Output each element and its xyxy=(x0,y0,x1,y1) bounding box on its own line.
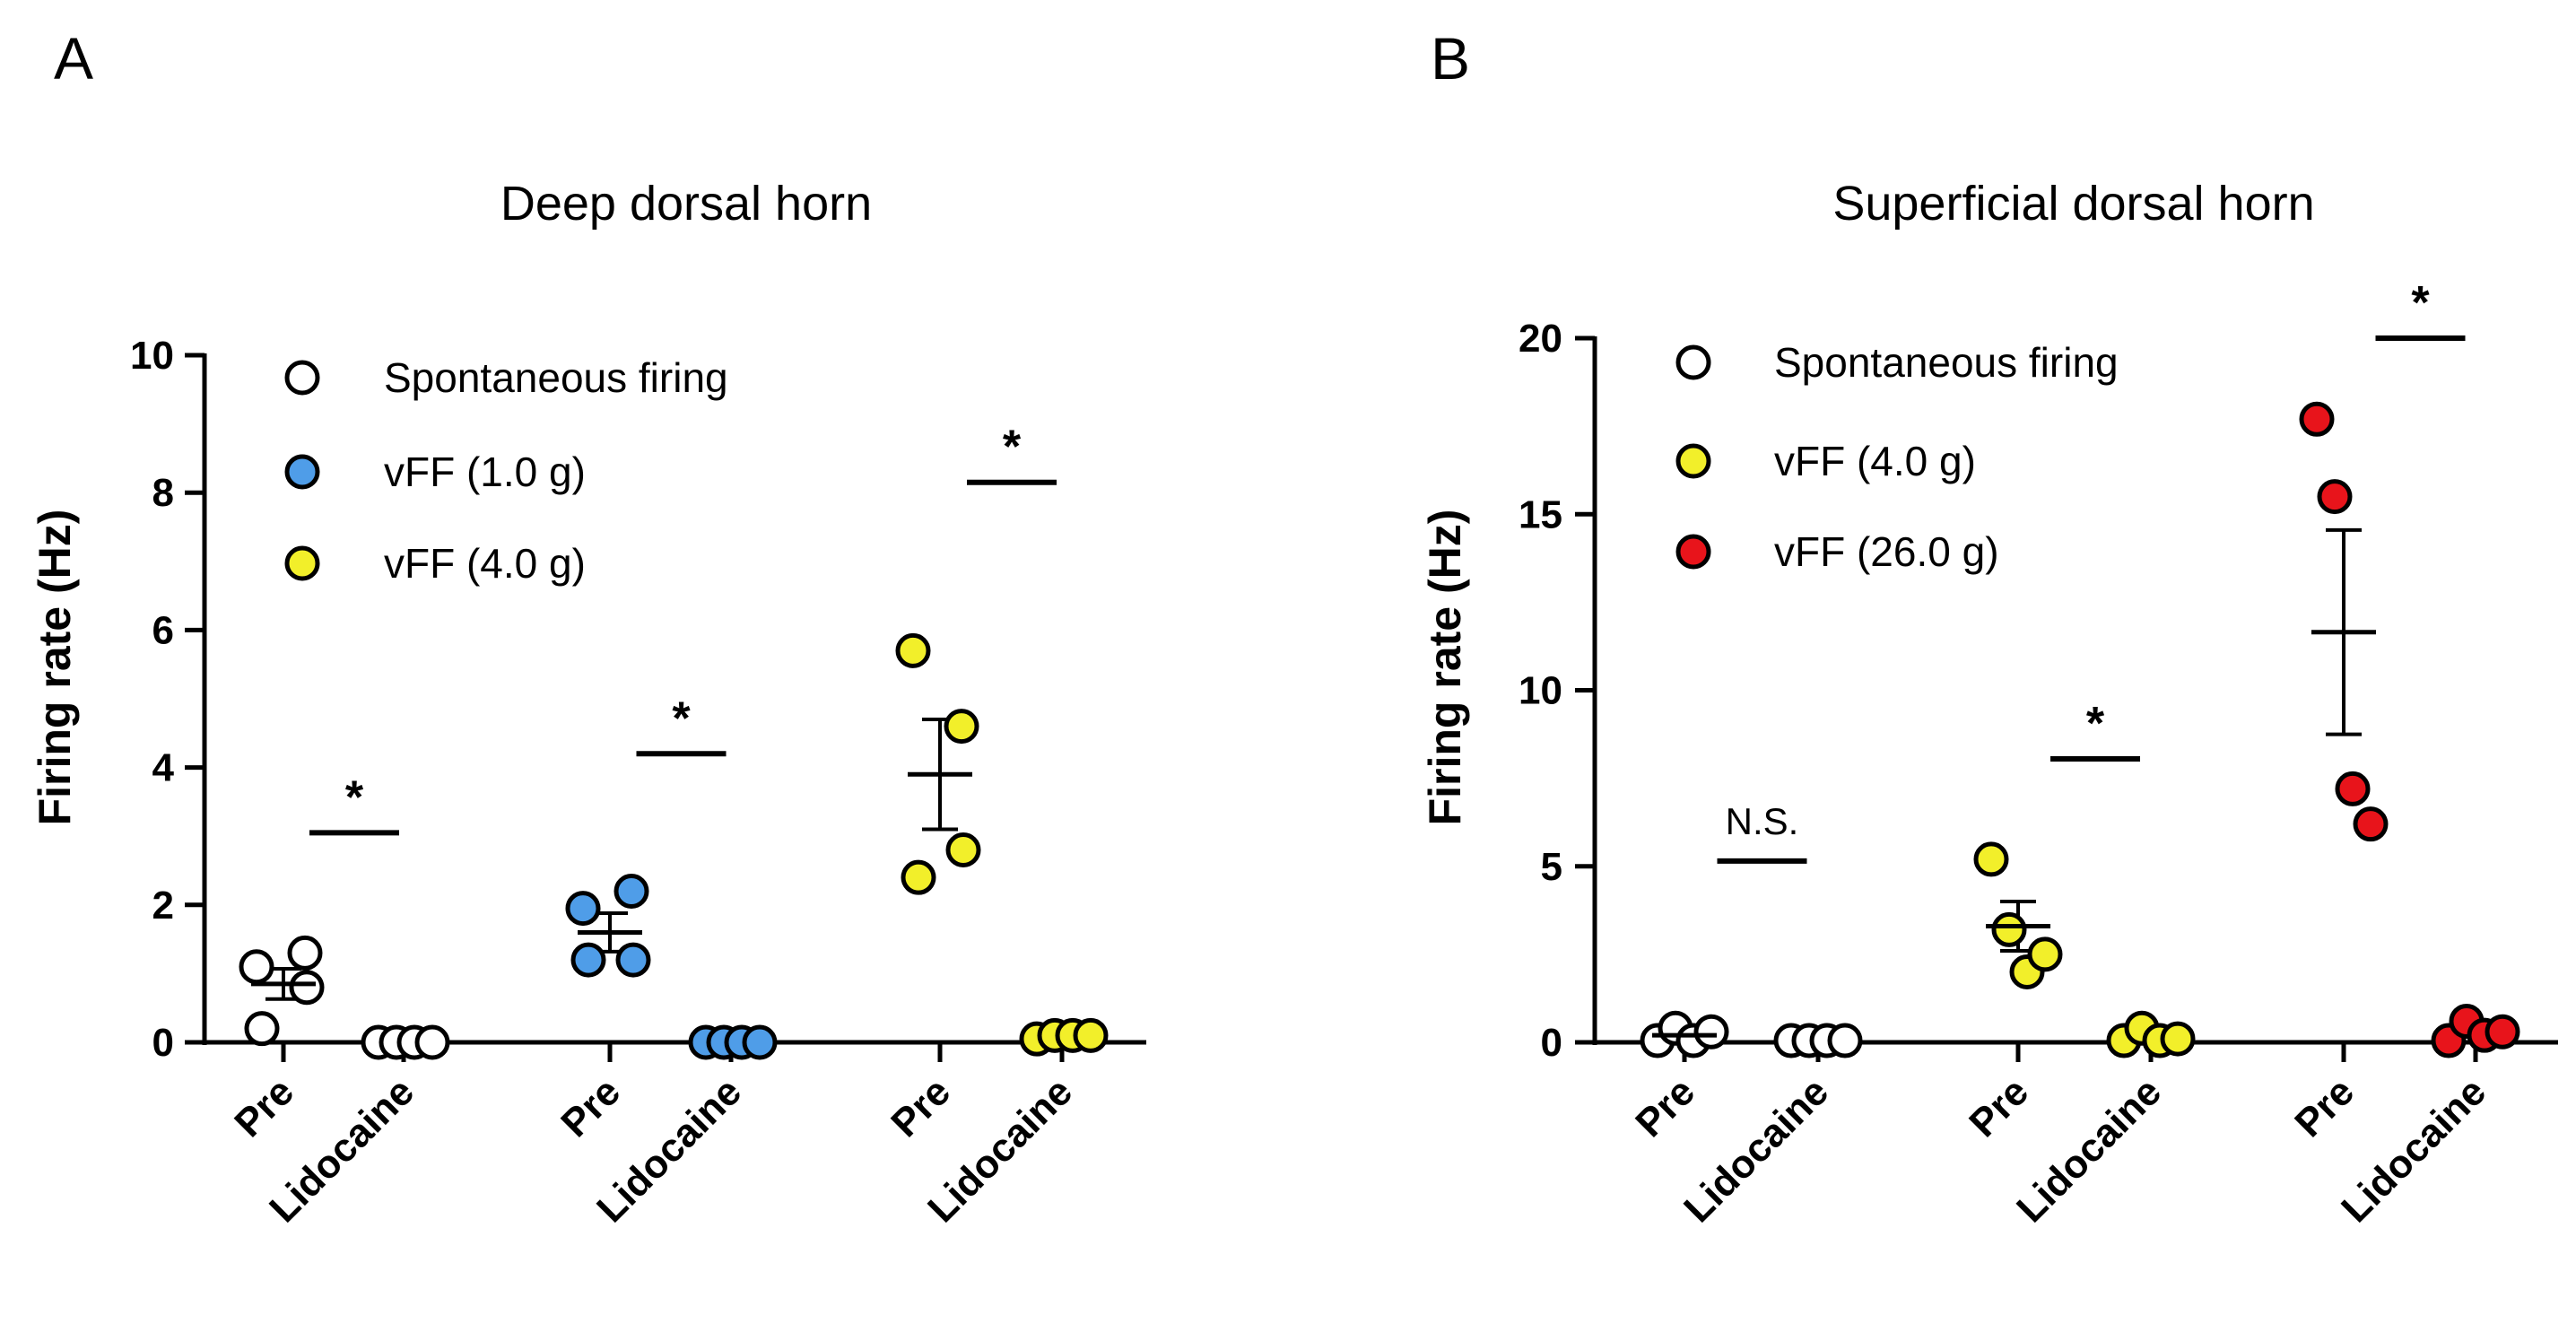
data-point-pre xyxy=(614,873,649,909)
x-tick-label-pre: Pre xyxy=(1627,1069,1703,1145)
panel-b-marks: PreLidocaineN.S.PreLidocaine*PreLidocain… xyxy=(1627,277,2520,1231)
data-point-pre xyxy=(2335,771,2371,806)
data-point-lidocaine xyxy=(742,1024,778,1060)
x-tick-label-pre: Pre xyxy=(226,1069,302,1145)
y-tick-label: 0 xyxy=(1541,1021,1562,1065)
panel-a-axes: 0 2 4 6 8 10 xyxy=(130,334,1146,1065)
legend-marker xyxy=(1675,534,1711,570)
data-point-pre xyxy=(945,832,981,868)
x-tick-label-pre: Pre xyxy=(2286,1069,2363,1145)
y-tick-label: 6 xyxy=(152,608,174,652)
data-point-lidocaine xyxy=(1827,1023,1863,1058)
panel-b-axes: 0 5 10 15 20 xyxy=(1519,317,2558,1065)
data-point-pre xyxy=(901,859,936,895)
y-tick-label: 4 xyxy=(152,746,175,790)
data-point-lidocaine xyxy=(2485,1014,2520,1050)
y-tick-label: 10 xyxy=(130,334,174,378)
panel-a-y-axis-label: Firing rate (Hz) xyxy=(30,510,80,826)
x-tick-label-pre: Pre xyxy=(883,1069,959,1145)
panel-b-title: Superficial dorsal horn xyxy=(1832,177,2314,231)
legend-label: vFF (4.0 g) xyxy=(1774,438,1976,484)
legend-marker xyxy=(1675,344,1711,380)
x-tick-label-lidocaine: Lidocaine xyxy=(1675,1069,1837,1231)
significance-asterisk: * xyxy=(1003,422,1022,474)
legend-label: vFF (4.0 g) xyxy=(384,540,586,587)
y-tick-label: 10 xyxy=(1519,669,1562,713)
data-point-pre xyxy=(239,949,274,985)
data-point-pre xyxy=(1973,841,2009,877)
y-tick-label: 2 xyxy=(152,884,174,928)
data-point-lidocaine xyxy=(414,1024,450,1060)
x-tick-label-pre: Pre xyxy=(1961,1069,2037,1145)
data-point-pre xyxy=(2027,936,2063,972)
x-tick-label-pre: Pre xyxy=(553,1069,629,1145)
panel-a: A Deep dorsal horn Firing rate (Hz) 0 2 4 6… xyxy=(30,25,1146,1231)
panel-a-title: Deep dorsal horn xyxy=(500,177,872,231)
panel-a-legend: Spontaneous firing vFF (1.0 g) vFF (4.0 g) xyxy=(284,354,728,587)
data-point-lidocaine xyxy=(1073,1017,1109,1053)
panel-b-letter: B xyxy=(1431,25,1470,91)
legend-label: vFF (1.0 g) xyxy=(384,449,586,495)
panel-b-y-axis-label: Firing rate (Hz) xyxy=(1420,510,1470,826)
significance-asterisk: * xyxy=(672,692,691,745)
y-tick-label: 8 xyxy=(152,471,174,515)
significance-asterisk: * xyxy=(2086,698,2105,750)
legend-marker xyxy=(284,545,320,581)
panel-b-legend: Spontaneous firing vFF (4.0 g) vFF (26.0 g… xyxy=(1675,339,2119,575)
data-point-pre xyxy=(1991,911,2027,947)
data-point-pre xyxy=(1693,1014,1729,1050)
x-tick-label-lidocaine: Lidocaine xyxy=(2333,1069,2494,1231)
significance-asterisk: * xyxy=(2411,277,2430,329)
data-point-lidocaine xyxy=(2160,1021,2196,1057)
legend-label: vFF (26.0 g) xyxy=(1774,528,1999,575)
legend-marker xyxy=(1675,443,1711,479)
x-tick-label-lidocaine: Lidocaine xyxy=(2008,1069,2170,1231)
data-point-pre xyxy=(289,970,325,1006)
data-point-pre xyxy=(565,891,601,927)
data-point-pre xyxy=(570,942,606,978)
y-tick-label: 0 xyxy=(152,1021,174,1065)
legend-label: Spontaneous firing xyxy=(1774,339,2119,386)
data-point-pre xyxy=(2299,401,2335,437)
data-point-pre xyxy=(2353,806,2389,842)
y-tick-label: 20 xyxy=(1519,317,1562,361)
significance-label-ns: N.S. xyxy=(1726,800,1799,842)
panel-b: B Superficial dorsal horn Firing rate (H… xyxy=(1420,25,2558,1231)
data-point-pre xyxy=(244,1011,280,1047)
data-point-pre xyxy=(895,632,931,668)
legend-label: Spontaneous firing xyxy=(384,354,728,401)
panel-a-letter: A xyxy=(54,25,93,91)
significance-asterisk: * xyxy=(345,771,364,823)
data-point-pre xyxy=(287,935,323,971)
legend-marker xyxy=(284,454,320,490)
legend-marker xyxy=(284,360,320,396)
data-point-pre xyxy=(615,942,651,978)
y-tick-label: 5 xyxy=(1541,845,1562,889)
data-point-pre xyxy=(944,709,979,745)
y-tick-label: 15 xyxy=(1519,492,1562,536)
data-point-pre xyxy=(2317,479,2353,515)
